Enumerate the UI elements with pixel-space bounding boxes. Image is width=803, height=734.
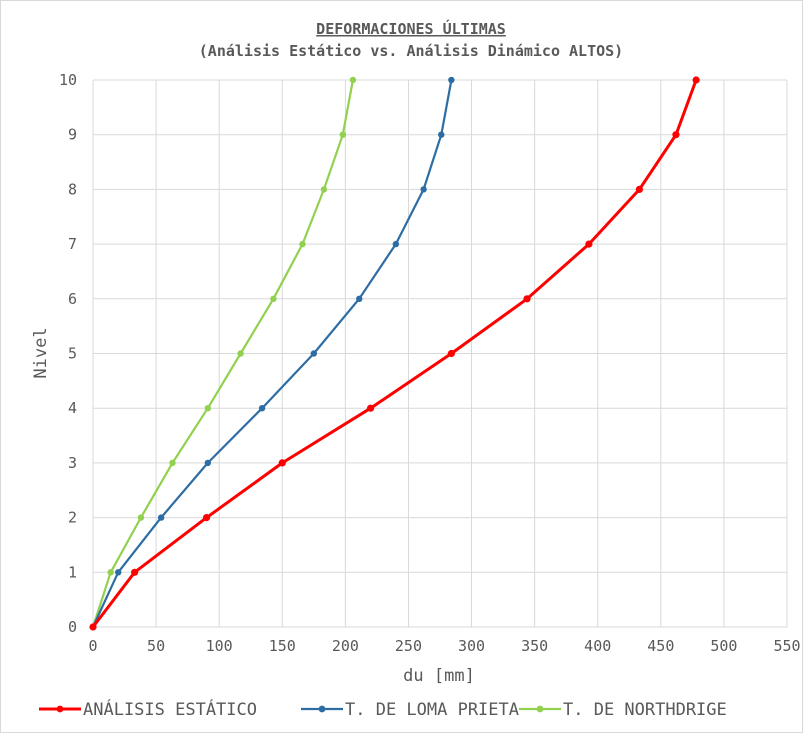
data-point xyxy=(157,514,165,521)
x-tick-label: 100 xyxy=(206,637,233,655)
y-tick-label: 5 xyxy=(68,345,77,363)
data-point xyxy=(169,459,176,467)
y-tick-label: 7 xyxy=(68,235,77,253)
data-point xyxy=(299,240,306,248)
y-tick-label: 8 xyxy=(68,180,77,198)
data-point xyxy=(339,131,347,138)
data-point xyxy=(202,514,211,522)
legend: ANÁLISIS ESTÁTICO T. DE LOMA PRIETA T. DE … xyxy=(39,698,727,720)
legend-entry-2: T. DE NORTHDRIGE xyxy=(519,700,727,720)
data-point xyxy=(270,295,277,302)
x-tick-label: 250 xyxy=(395,637,422,655)
chart-subtitle: (Análisis Estático vs. Análisis Dinámico… xyxy=(199,42,623,60)
x-tick-label: 500 xyxy=(710,637,737,655)
data-point xyxy=(204,405,212,412)
x-tick-label: 200 xyxy=(332,637,359,655)
y-tick-label: 2 xyxy=(68,509,77,527)
legend-marker xyxy=(536,705,544,713)
data-point xyxy=(137,514,145,521)
y-tick-label: 1 xyxy=(68,563,77,581)
data-point xyxy=(672,131,680,139)
data-point xyxy=(349,76,357,84)
chart-title: DEFORMACIONES ÚLTIMAS xyxy=(316,19,506,38)
data-point xyxy=(278,459,286,467)
y-tick-label: 9 xyxy=(68,126,77,144)
y-tick-label: 0 xyxy=(68,618,77,636)
x-tick-label: 450 xyxy=(647,637,674,655)
data-point xyxy=(310,350,318,357)
data-point xyxy=(367,404,375,412)
x-tick-label: 0 xyxy=(88,637,97,655)
data-point xyxy=(692,76,700,84)
y-tick-label: 10 xyxy=(59,71,77,89)
data-point xyxy=(115,569,122,576)
tick-labels: 0 50 100 150 200 250 300 350 400 450 500 550 0 1 2 3 4 5 6… xyxy=(59,71,801,655)
data-point xyxy=(585,240,593,248)
data-point xyxy=(523,295,531,303)
series-layer xyxy=(89,76,700,631)
y-tick-label: 4 xyxy=(68,399,77,417)
data-point xyxy=(258,405,266,412)
legend-label: T. DE LOMA PRIETA xyxy=(345,700,519,720)
x-tick-label: 400 xyxy=(584,637,611,655)
data-point xyxy=(420,186,427,193)
data-point xyxy=(356,295,363,302)
data-point xyxy=(320,186,328,193)
x-tick-label: 50 xyxy=(147,637,165,655)
x-tick-label: 550 xyxy=(773,637,800,655)
data-point xyxy=(131,568,139,576)
legend-marker xyxy=(56,705,64,713)
legend-label: T. DE NORTHDRIGE xyxy=(563,700,727,720)
legend-marker xyxy=(318,705,326,713)
data-point xyxy=(107,569,114,576)
y-axis-label: Nivel xyxy=(31,327,51,378)
data-point xyxy=(448,76,455,84)
legend-entry-0: ANÁLISIS ESTÁTICO xyxy=(39,698,257,720)
legend-entry-1: T. DE LOMA PRIETA xyxy=(301,700,519,720)
data-point xyxy=(204,459,212,467)
series-0 xyxy=(89,76,700,631)
legend-label: ANÁLISIS ESTÁTICO xyxy=(83,698,257,720)
data-point xyxy=(237,350,244,357)
data-point xyxy=(447,349,455,358)
data-point xyxy=(89,623,97,631)
y-tick-label: 3 xyxy=(68,454,77,472)
grid-layer xyxy=(92,79,788,628)
x-axis-label: du [mm] xyxy=(403,666,475,686)
x-tick-label: 150 xyxy=(269,637,296,655)
x-tick-label: 350 xyxy=(521,637,548,655)
data-point xyxy=(438,131,445,138)
data-point xyxy=(635,185,643,193)
data-point xyxy=(392,240,400,248)
x-tick-label: 300 xyxy=(458,637,485,655)
y-tick-label: 6 xyxy=(68,290,77,308)
